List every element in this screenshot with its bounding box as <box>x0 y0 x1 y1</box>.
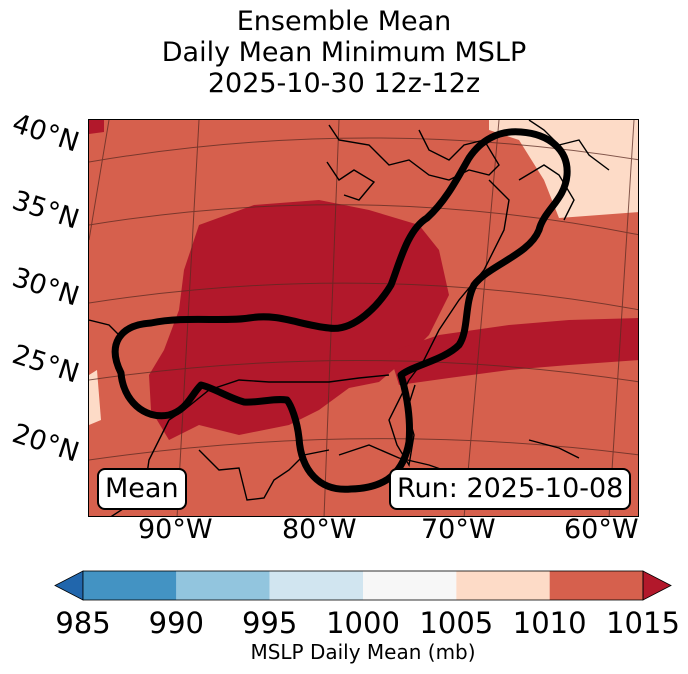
colorbar-tick-label: 1010 <box>512 606 587 640</box>
map-panel <box>88 119 639 517</box>
colorbar-bin <box>549 571 643 600</box>
colorbar-bin <box>269 571 363 600</box>
coastlines <box>89 120 610 516</box>
colorbar-tick-label: 1000 <box>326 606 400 640</box>
light-pressure-region-west <box>89 370 101 425</box>
title-line-1: Ensemble Mean <box>236 6 452 37</box>
colorbar-bin <box>176 571 270 600</box>
colorbar-tick-label: 1015 <box>606 606 680 640</box>
colorbar-tick-label: 1005 <box>419 606 494 640</box>
colorbar-bin <box>363 571 457 600</box>
colorbar-bin <box>456 571 550 600</box>
colorbar-bin <box>83 571 177 600</box>
light-pressure-region-northeast <box>489 120 638 218</box>
title-line-3: 2025-10-30 12z-12z <box>207 68 481 99</box>
colorbar-border <box>82 570 644 601</box>
lon-label-60w: 60°W <box>564 514 639 545</box>
high-pressure-region-atlantic <box>389 318 638 385</box>
colorbar-tick-label: 990 <box>148 606 205 640</box>
run-date-annotation: Run: 2025-10-08 <box>389 468 632 510</box>
lon-label-70w: 70°W <box>421 514 496 545</box>
mean-annotation: Mean <box>97 468 187 510</box>
figure-title: Ensemble Mean Daily Mean Minimum MSLP 20… <box>0 6 688 99</box>
colorbar-label: MSLP Daily Mean (mb) <box>250 640 476 664</box>
title-line-2: Daily Mean Minimum MSLP <box>161 37 527 68</box>
colorbar-tick-label: 995 <box>241 606 298 640</box>
colorbar-extend-high <box>642 570 672 601</box>
colorbar-extend-low <box>54 570 84 601</box>
map-canvas <box>89 120 638 516</box>
contour-outline <box>111 128 571 493</box>
colorbar-tick-label: 985 <box>55 606 111 640</box>
lon-label-80w: 80°W <box>282 514 357 545</box>
lon-label-90w: 90°W <box>138 514 213 545</box>
graticule <box>89 120 638 516</box>
